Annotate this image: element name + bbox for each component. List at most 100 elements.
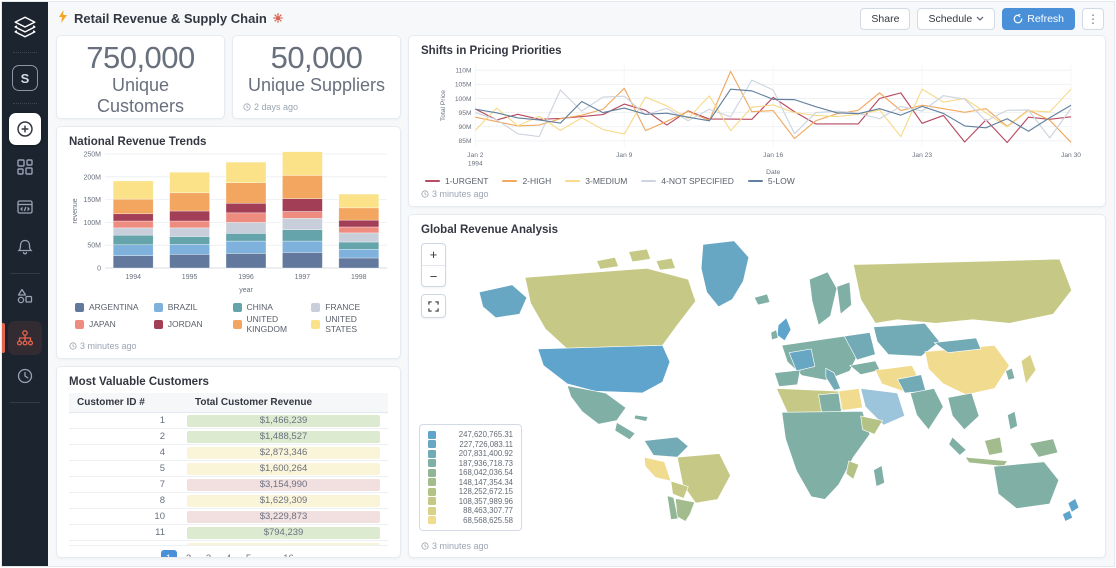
map-region-mozambique[interactable] xyxy=(846,461,859,479)
map-region-finland[interactable] xyxy=(837,282,852,314)
legend-item[interactable]: JAPAN xyxy=(75,314,150,334)
map-region-africa[interactable] xyxy=(782,411,870,499)
map-legend-item[interactable]: 227,726,083.11 xyxy=(428,440,513,450)
map-region-iberia[interactable] xyxy=(774,370,800,387)
bar-segment-brazil[interactable] xyxy=(226,241,266,253)
choropleth-map[interactable] xyxy=(459,231,1101,533)
line-chart[interactable]: 85M90M95M100M105M110MJan 21994Jan 9Jan 1… xyxy=(421,57,1093,175)
sidebar-item-dev-console[interactable] xyxy=(2,189,48,229)
metric-card-suppliers[interactable]: 50,000 Unique Suppliers 2 days ago xyxy=(232,35,401,119)
map-region-ireland[interactable] xyxy=(771,330,778,340)
sidebar-item-alerts[interactable] xyxy=(2,229,48,269)
bar-segment-united-kingdom[interactable] xyxy=(282,175,322,198)
legend-item[interactable]: JORDAN xyxy=(154,314,229,334)
bar-segment-japan[interactable] xyxy=(113,221,153,228)
map-region-madagascar[interactable] xyxy=(874,465,885,486)
page-button-1[interactable]: 1 xyxy=(161,550,177,558)
map-region-russia[interactable] xyxy=(853,259,1071,323)
page-button-3[interactable]: 3 xyxy=(201,550,217,558)
table-row[interactable]: 10$3,229,873 xyxy=(69,509,388,525)
map-region-uk[interactable] xyxy=(777,318,791,341)
bar-segment-united-kingdom[interactable] xyxy=(226,183,266,204)
sidebar-item-visualize[interactable] xyxy=(2,278,48,318)
map-region-egypt[interactable] xyxy=(839,388,863,410)
legend-item[interactable]: 2-HIGH xyxy=(502,176,551,186)
bar-segment-china[interactable] xyxy=(339,242,379,249)
legend-item[interactable]: UNITED STATES xyxy=(311,314,386,334)
bar-segment-brazil[interactable] xyxy=(339,249,379,258)
sidebar-item-recent[interactable] xyxy=(2,358,48,398)
bar-segment-argentina[interactable] xyxy=(226,253,266,268)
bar-segment-united-states[interactable] xyxy=(226,162,266,183)
map-region-usa[interactable] xyxy=(538,345,670,393)
map-legend-item[interactable]: 88,463,307.77 xyxy=(428,506,513,516)
bar-segment-china[interactable] xyxy=(282,230,322,241)
map-region-sumatra[interactable] xyxy=(949,437,966,455)
map-region-scandinavia[interactable] xyxy=(809,272,837,325)
page-button-2[interactable]: 2 xyxy=(181,550,197,558)
map-region-southeast-asia[interactable] xyxy=(948,393,979,430)
app-logo[interactable] xyxy=(2,11,48,47)
map-region-new-zealand[interactable] xyxy=(1062,510,1072,521)
sidebar-item-add[interactable] xyxy=(2,109,48,149)
map-region-korea[interactable] xyxy=(1006,368,1015,380)
bar-segment-france[interactable] xyxy=(282,218,322,229)
bar-segment-china[interactable] xyxy=(170,237,210,245)
map-legend-item[interactable]: 247,620,765.31 xyxy=(428,430,513,440)
legend-item[interactable]: CHINA xyxy=(233,302,308,312)
zoom-out-button[interactable]: − xyxy=(422,265,445,286)
bar-segment-jordan[interactable] xyxy=(113,214,153,221)
map-legend-item[interactable]: 148,147,354.34 xyxy=(428,478,513,488)
map-legend-item[interactable]: 128,252,672.15 xyxy=(428,487,513,497)
bar-segment-france[interactable] xyxy=(113,228,153,235)
map-region-australia[interactable] xyxy=(994,462,1059,509)
legend-item[interactable]: 3-MEDIUM xyxy=(565,176,627,186)
bar-segment-jordan[interactable] xyxy=(282,199,322,212)
page-button-4[interactable]: 4 xyxy=(221,550,237,558)
bar-segment-brazil[interactable] xyxy=(113,245,153,256)
legend-item[interactable]: FRANCE xyxy=(311,302,386,312)
table-row[interactable]: 2$1,488,527 xyxy=(69,429,388,445)
page-button-16[interactable]: 16 xyxy=(281,550,297,558)
map-legend-item[interactable]: 68,568,625.58 xyxy=(428,516,513,526)
map-region-brazil[interactable] xyxy=(677,454,730,504)
zoom-in-button[interactable]: + xyxy=(422,244,445,265)
legend-item[interactable]: ARGENTINA xyxy=(75,302,150,312)
map-region[interactable] xyxy=(656,258,675,270)
share-button[interactable]: Share xyxy=(860,8,910,30)
table-row[interactable]: 5$1,600,264 xyxy=(69,461,388,477)
map-legend-item[interactable]: 187,936,718.73 xyxy=(428,459,513,469)
bar-segment-jordan[interactable] xyxy=(339,220,379,227)
bar-segment-united-states[interactable] xyxy=(339,194,379,208)
bar-segment-united-kingdom[interactable] xyxy=(113,199,153,214)
map-legend-item[interactable]: 207,831,400.92 xyxy=(428,449,513,459)
bar-segment-united-states[interactable] xyxy=(113,181,153,199)
stacked-bar-chart[interactable]: 050M100M150M200M250M19941995199619971998… xyxy=(69,148,390,300)
bar-segment-united-kingdom[interactable] xyxy=(339,208,379,220)
bar-segment-france[interactable] xyxy=(226,222,266,233)
legend-item[interactable]: 5-LOW xyxy=(748,176,795,186)
map-legend-item[interactable]: 108,357,989.96 xyxy=(428,497,513,507)
previous-page-button[interactable]: ‹ xyxy=(141,550,157,558)
table-row[interactable]: 1$1,466,239 xyxy=(69,413,388,429)
legend-item[interactable]: BRAZIL xyxy=(154,302,229,312)
bar-segment-united-states[interactable] xyxy=(170,172,210,193)
map-region-china[interactable] xyxy=(925,345,1009,395)
table-row[interactable]: 4$2,873,346 xyxy=(69,445,388,461)
table-row[interactable]: 8$1,629,309 xyxy=(69,493,388,509)
metric-card-customers[interactable]: 750,000 Unique Customers 3 minutes ago xyxy=(56,35,225,119)
column-header[interactable]: Total Customer Revenue xyxy=(187,393,388,412)
bar-segment-china[interactable] xyxy=(113,235,153,245)
fit-bounds-button[interactable] xyxy=(421,294,446,318)
table-row[interactable]: 7$3,154,990 xyxy=(69,477,388,493)
bar-segment-japan[interactable] xyxy=(226,213,266,223)
map-legend-item[interactable]: 168,042,036.54 xyxy=(428,468,513,478)
map-region-turkey[interactable] xyxy=(850,361,880,375)
map-region-greenland[interactable] xyxy=(701,241,749,307)
map-region-colombia[interactable] xyxy=(644,437,688,457)
sidebar-item-graph[interactable] xyxy=(2,318,48,358)
legend-item[interactable]: 4-NOT SPECIFIED xyxy=(641,176,734,186)
bar-segment-jordan[interactable] xyxy=(170,211,210,221)
map-region-peru[interactable] xyxy=(644,457,671,481)
map-region[interactable] xyxy=(629,249,651,262)
